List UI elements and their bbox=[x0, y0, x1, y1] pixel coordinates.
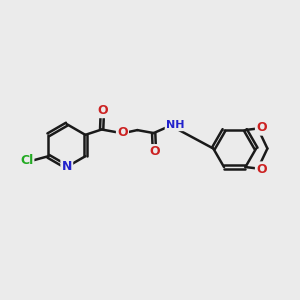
Text: O: O bbox=[149, 145, 160, 158]
Text: O: O bbox=[256, 163, 267, 176]
Text: O: O bbox=[97, 104, 108, 117]
Text: O: O bbox=[117, 126, 128, 139]
Text: NH: NH bbox=[166, 120, 184, 130]
Text: N: N bbox=[61, 160, 72, 173]
Text: O: O bbox=[256, 122, 267, 134]
Text: Cl: Cl bbox=[20, 154, 33, 167]
